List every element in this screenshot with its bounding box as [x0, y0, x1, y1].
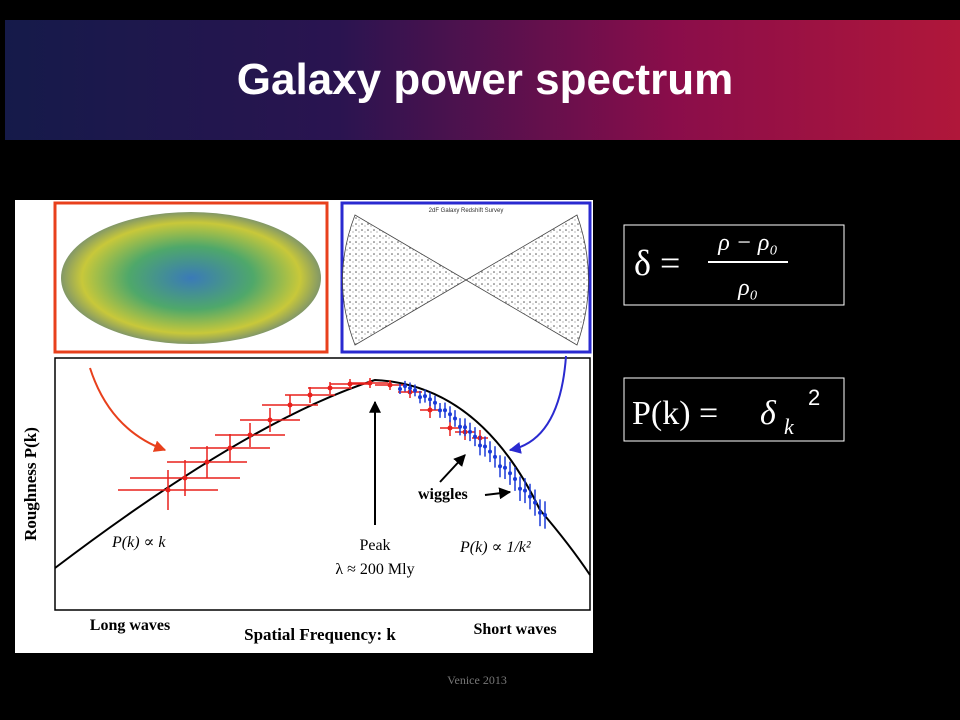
spectrum-formula: P(k) = δ k 2	[623, 377, 845, 442]
plot-frame	[54, 357, 591, 611]
short-waves-label: Short waves	[473, 621, 556, 638]
figure: 2dF Galaxy Redshift Survey Roughness P(k…	[15, 200, 593, 653]
spectrum-curve	[54, 378, 591, 576]
long-waves-label: Long waves	[90, 617, 170, 634]
formula-denominator: ρ₀	[737, 275, 758, 301]
measurement-mark	[387, 382, 393, 388]
measurement-mark	[307, 392, 313, 398]
peak-scale: λ ≈ 200 Mly	[335, 561, 414, 578]
measurement-mark	[458, 424, 462, 429]
measurement-mark	[408, 386, 412, 391]
measurement-mark	[488, 449, 492, 454]
measurement-mark	[478, 443, 482, 448]
measurement-mark	[453, 416, 457, 421]
measurement-mark	[533, 500, 537, 505]
measurement-mark	[327, 385, 333, 391]
measurement-mark	[468, 429, 472, 434]
wiggles-label: wiggles	[418, 486, 468, 503]
measurement-mark	[508, 471, 512, 476]
red-arrow	[89, 367, 167, 452]
measurement-mark	[423, 394, 427, 399]
measurement-mark	[483, 444, 487, 449]
measurement-mark	[438, 408, 442, 413]
peak-label: Peak	[359, 537, 390, 554]
measurement-mark	[247, 432, 253, 438]
measurement-mark	[473, 434, 477, 439]
y-axis-label: Roughness P(k)	[21, 427, 40, 541]
measurement-mark	[403, 384, 407, 389]
x-axis-label: Spatial Frequency: k	[244, 625, 396, 644]
measurement-mark	[413, 388, 417, 393]
formula-exponent: 2	[808, 385, 820, 410]
formula-box	[623, 224, 845, 306]
measurement-mark	[523, 488, 527, 493]
measurement-mark	[227, 445, 233, 451]
measurement-mark	[418, 395, 422, 400]
measurement-mark	[448, 412, 452, 417]
measurement-mark	[427, 407, 433, 413]
measurement-mark	[287, 402, 293, 408]
cmb-frame	[53, 201, 329, 354]
measurement-mark	[367, 380, 373, 386]
measurement-mark	[204, 459, 210, 465]
blue-arrow	[508, 355, 567, 454]
formula-lhs: P(k) =	[632, 395, 718, 432]
measurement-mark	[428, 397, 432, 402]
measurements	[118, 378, 547, 529]
survey-frame	[340, 201, 592, 354]
measurement-mark	[538, 510, 542, 515]
wiggles-arrow	[439, 454, 466, 483]
left-law: P(k) ∝ k	[111, 534, 166, 551]
measurement-mark	[528, 494, 532, 499]
measurement-mark	[463, 425, 467, 430]
formula-lhs: δ =	[634, 243, 680, 283]
measurement-mark	[503, 465, 507, 470]
cmb-map	[61, 212, 321, 344]
title-banner	[5, 20, 960, 140]
measurement-mark	[518, 486, 522, 491]
measurement-mark	[165, 487, 171, 493]
contrast-formula: δ = ρ − ρ₀ ρ₀	[623, 224, 845, 306]
measurement-mark	[347, 381, 353, 387]
slide-title: Galaxy power spectrum	[237, 55, 733, 104]
measurement-mark	[543, 513, 547, 517]
measurement-mark	[267, 417, 273, 423]
measurement-mark	[447, 425, 453, 431]
survey-title: 2dF Galaxy Redshift Survey	[429, 208, 504, 214]
measurement-mark	[398, 387, 402, 391]
measurement-mark	[182, 475, 188, 481]
formula-box	[623, 377, 845, 442]
formula-numerator: ρ − ρ₀	[717, 230, 778, 256]
measurement-mark	[498, 464, 502, 469]
formula-symbol: δ	[760, 395, 777, 432]
measurement-mark	[433, 400, 437, 405]
footer: Venice 2013	[447, 673, 507, 687]
wiggles-arrow	[484, 487, 512, 500]
survey-cones	[342, 214, 589, 346]
right-law: P(k) ∝ 1/k²	[459, 539, 532, 556]
measurement-mark	[493, 454, 497, 459]
measurement-mark	[443, 408, 447, 413]
formula-subscript: k	[784, 414, 795, 439]
measurement-mark	[513, 476, 517, 481]
